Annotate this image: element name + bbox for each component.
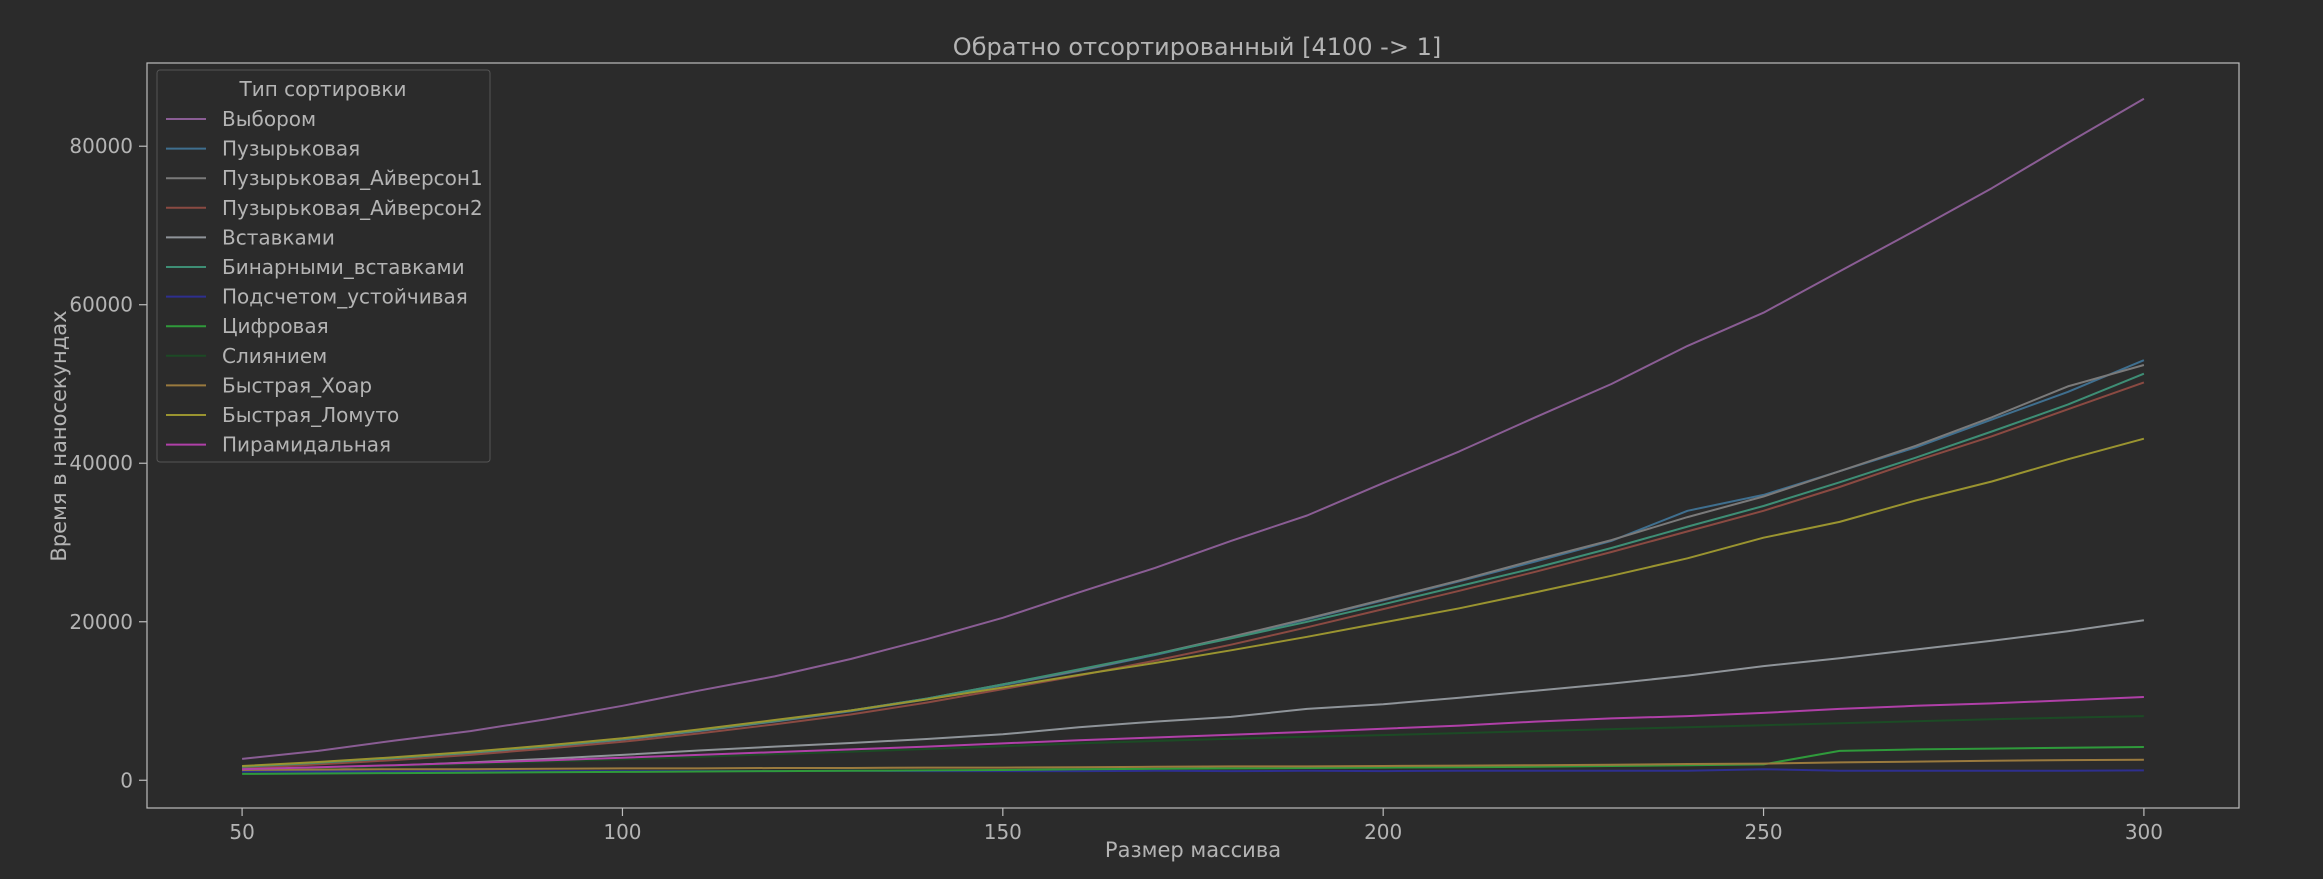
x-tick-label: 150 xyxy=(984,820,1022,844)
y-axis: 0 20000 40000 60000 80000 xyxy=(69,134,147,792)
legend-label: Выбором xyxy=(222,107,316,131)
x-tick-label: 200 xyxy=(1364,820,1402,844)
y-axis-label: Время в наносекундах xyxy=(47,310,71,561)
x-tick-label: 50 xyxy=(229,820,254,844)
legend-label: Пирамидальная xyxy=(222,433,391,457)
legend-label: Быстрая_Хоар xyxy=(222,373,372,397)
y-tick-label: 80000 xyxy=(69,134,133,158)
plot-frame xyxy=(146,62,2240,809)
legend-label: Пузырьковая_Айверсон2 xyxy=(222,196,483,220)
y-tick-label: 60000 xyxy=(69,293,133,317)
x-axis: 50 100 150 200 250 300 xyxy=(229,808,2163,844)
series-line-10 xyxy=(242,758,2144,771)
series-line-4 xyxy=(242,381,2145,770)
series-line-2 xyxy=(242,359,2145,769)
series-line-7 xyxy=(242,768,2144,773)
x-axis-label: Размер массива xyxy=(1105,838,1281,862)
x-tick-label: 100 xyxy=(603,820,641,844)
legend: Тип сортировки Выбором Пузырьковая Пузырьк… xyxy=(156,69,491,463)
series-line-1 xyxy=(241,97,2145,760)
legend-label: Бинарными_вставками xyxy=(222,255,465,279)
series-line-3 xyxy=(242,364,2145,769)
chart-title: Обратно отсортированный [4100 -> 1] xyxy=(953,33,1441,61)
series-line-8 xyxy=(242,746,2144,775)
legend-label: Быстрая_Ломуто xyxy=(222,403,399,427)
legend-label: Слиянием xyxy=(222,344,327,368)
series-lines xyxy=(241,97,2145,775)
x-tick-label: 300 xyxy=(2125,820,2163,844)
legend-label: Цифровая xyxy=(222,314,329,338)
y-tick-label: 20000 xyxy=(69,610,133,634)
legend-title: Тип сортировки xyxy=(238,77,406,101)
legend-label: Подсчетом_устойчивая xyxy=(222,285,468,309)
series-line-12 xyxy=(242,696,2144,771)
series-line-11 xyxy=(242,437,2145,767)
x-tick-label: 250 xyxy=(1744,820,1782,844)
series-line-5 xyxy=(242,619,2145,772)
y-tick-label: 0 xyxy=(120,768,133,792)
legend-label: Вставками xyxy=(222,225,335,249)
y-tick-label: 40000 xyxy=(69,451,133,475)
series-line-9 xyxy=(242,715,2144,771)
legend-label: Пузырьковая xyxy=(222,137,360,161)
legend-frame xyxy=(156,69,491,463)
legend-label: Пузырьковая_Айверсон1 xyxy=(222,166,483,190)
